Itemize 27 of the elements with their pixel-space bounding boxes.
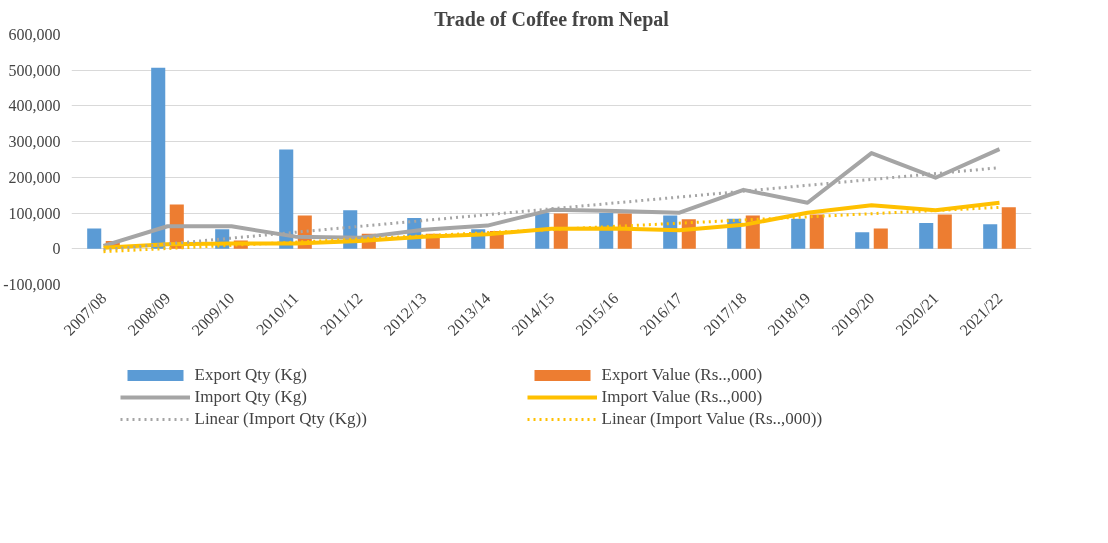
y-tick-label: -100,000 (3, 276, 61, 293)
y-tick-label: 300,000 (8, 133, 61, 151)
legend-label: Export Qty (Kg) (194, 365, 308, 385)
chart-title: Trade of Coffee from Nepal (434, 7, 670, 31)
line-series (101, 147, 1002, 248)
bar (919, 223, 934, 249)
bar (937, 214, 952, 249)
bar (1001, 207, 1016, 249)
bar (809, 214, 824, 249)
bar (855, 232, 870, 249)
y-tick-label: 200,000 (8, 168, 61, 186)
legend-label: Linear (Import Qty (Kg)) (194, 409, 368, 429)
bar (279, 149, 294, 249)
y-tick-label: 500,000 (8, 61, 61, 79)
y-tick-label: 400,000 (8, 97, 61, 115)
y-tick-label: 0 (52, 240, 61, 258)
y-tick-label: 600,000 (8, 26, 61, 43)
bar (151, 67, 166, 249)
bar (983, 224, 998, 249)
legend-label: Import Qty (Kg) (194, 387, 308, 407)
bar (873, 228, 888, 249)
y-tick-label: 100,000 (8, 204, 61, 222)
bar (791, 218, 806, 249)
legend-label: Linear (Import Value (Rs..,000)) (601, 409, 824, 429)
bar (87, 228, 102, 249)
legend-label: Export Value (Rs..,000) (601, 365, 764, 385)
legend-label: Import Value (Rs..,000) (601, 387, 764, 407)
